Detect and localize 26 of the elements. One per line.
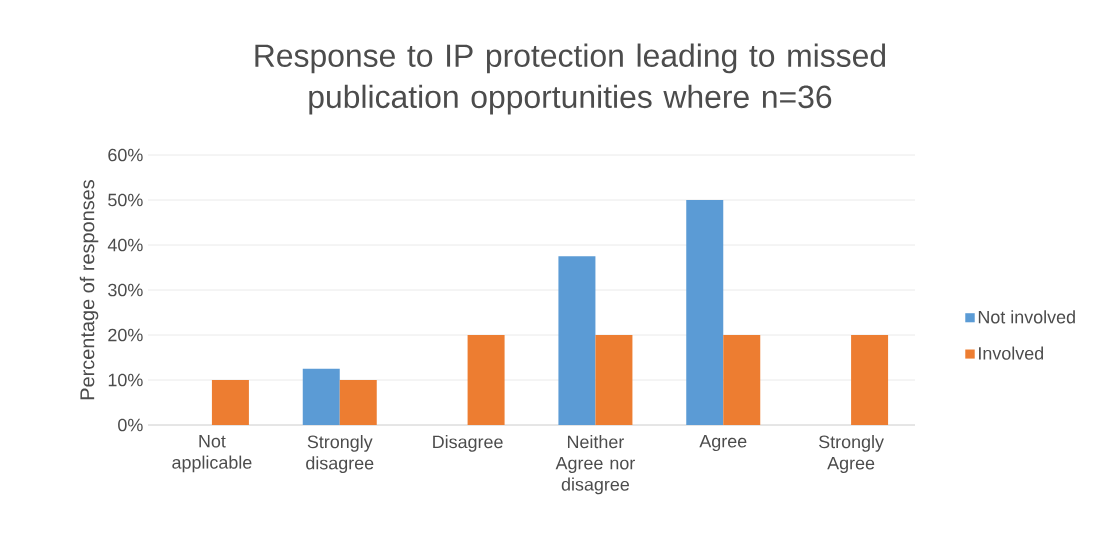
- bar: [211, 380, 249, 425]
- x-tick-label: Agree: [699, 435, 747, 452]
- y-axis-title: Percentage of responses: [79, 180, 99, 400]
- bar: [302, 368, 340, 425]
- y-tick-label: 10%: [108, 373, 143, 387]
- y-tick-label: 40%: [107, 238, 143, 252]
- legend-label: Not involved: [978, 310, 1075, 324]
- y-tick-label: 60%: [108, 148, 143, 162]
- bar: [558, 256, 596, 425]
- x-tick-label: Not applicable: [172, 435, 252, 473]
- y-tick-label: 30%: [108, 283, 143, 297]
- x-tick-label: Neither Agree nor disagree: [555, 435, 635, 495]
- bar: [851, 335, 889, 425]
- chart-title: Response to IP protection leading to missed publication opportunities where n=36: [255, 43, 886, 115]
- bar: [686, 200, 724, 425]
- y-tick-label: 20%: [108, 328, 143, 342]
- legend-label: Involved: [979, 346, 1044, 360]
- bar: [339, 380, 377, 425]
- x-tick-label: Disagree: [433, 435, 503, 452]
- y-tick-label: 0%: [118, 418, 143, 432]
- bar: [467, 335, 505, 425]
- x-tick-label: Strongly disagree: [306, 435, 374, 473]
- x-tick-label: Strongly Agree: [819, 435, 884, 473]
- bar: [723, 335, 761, 425]
- bar: [595, 335, 633, 425]
- y-tick-label: 50%: [108, 193, 143, 207]
